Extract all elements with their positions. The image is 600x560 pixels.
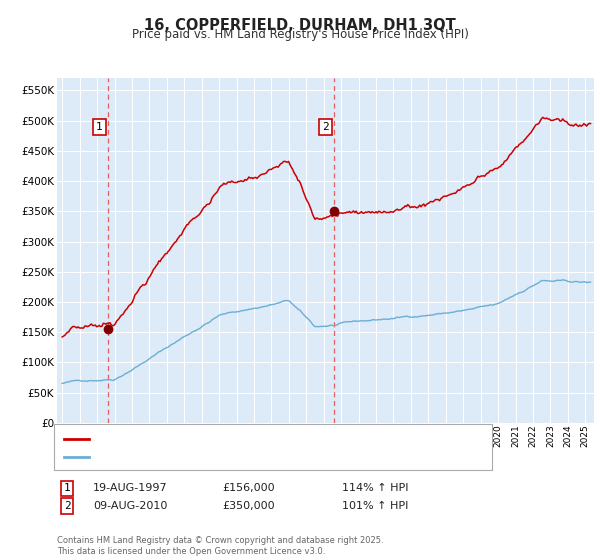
Text: £156,000: £156,000 [222,483,275,493]
Text: £350,000: £350,000 [222,501,275,511]
Text: Price paid vs. HM Land Registry's House Price Index (HPI): Price paid vs. HM Land Registry's House … [131,28,469,41]
Text: 1: 1 [64,483,71,493]
Text: 114% ↑ HPI: 114% ↑ HPI [342,483,409,493]
Text: 16, COPPERFIELD, DURHAM, DH1 3QT: 16, COPPERFIELD, DURHAM, DH1 3QT [144,18,456,33]
Text: 1: 1 [96,122,103,132]
Text: 101% ↑ HPI: 101% ↑ HPI [342,501,409,511]
Text: 2: 2 [64,501,71,511]
Text: 16, COPPERFIELD, DURHAM, DH1 3QT (detached house): 16, COPPERFIELD, DURHAM, DH1 3QT (detach… [96,433,388,444]
Text: HPI: Average price, detached house, County Durham: HPI: Average price, detached house, Coun… [96,452,371,462]
Text: 19-AUG-1997: 19-AUG-1997 [93,483,167,493]
Text: 09-AUG-2010: 09-AUG-2010 [93,501,167,511]
Text: Contains HM Land Registry data © Crown copyright and database right 2025.
This d: Contains HM Land Registry data © Crown c… [57,536,383,556]
Text: 2: 2 [322,122,329,132]
